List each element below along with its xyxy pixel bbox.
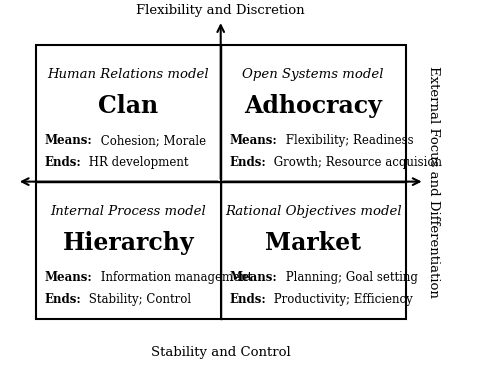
Text: Open Systems model: Open Systems model xyxy=(242,68,384,81)
Text: Means:: Means: xyxy=(44,134,92,147)
Text: Productivity; Efficiency: Productivity; Efficiency xyxy=(270,293,413,306)
Text: Ends:: Ends: xyxy=(230,156,266,169)
Text: Information management: Information management xyxy=(98,271,252,284)
Text: Ends:: Ends: xyxy=(44,293,81,306)
Text: Clan: Clan xyxy=(98,94,158,118)
Text: External Focus and Differentiation: External Focus and Differentiation xyxy=(426,66,440,297)
Text: Means:: Means: xyxy=(230,271,277,284)
Text: Flexibility and Discretion: Flexibility and Discretion xyxy=(136,4,305,17)
Text: HR development: HR development xyxy=(85,156,188,169)
Text: Adhocracy: Adhocracy xyxy=(244,94,382,118)
Text: Planning; Goal setting: Planning; Goal setting xyxy=(282,271,418,284)
Text: Means:: Means: xyxy=(44,271,92,284)
Text: Rational Objectives model: Rational Objectives model xyxy=(225,205,402,218)
Text: Internal Process model: Internal Process model xyxy=(50,205,206,218)
Text: Ends:: Ends: xyxy=(230,293,266,306)
Text: Market: Market xyxy=(265,231,361,255)
Text: Stability and Control: Stability and Control xyxy=(151,346,290,360)
Text: Ends:: Ends: xyxy=(44,156,81,169)
Bar xyxy=(36,45,406,319)
Text: Stability; Control: Stability; Control xyxy=(85,293,192,306)
Text: Flexibility; Readiness: Flexibility; Readiness xyxy=(282,134,414,147)
Text: Growth; Resource acquision: Growth; Resource acquision xyxy=(270,156,442,169)
Text: Means:: Means: xyxy=(230,134,277,147)
Text: Hierarchy: Hierarchy xyxy=(62,231,194,255)
Text: Human Relations model: Human Relations model xyxy=(48,68,209,81)
Text: Cohesion; Morale: Cohesion; Morale xyxy=(98,134,206,147)
